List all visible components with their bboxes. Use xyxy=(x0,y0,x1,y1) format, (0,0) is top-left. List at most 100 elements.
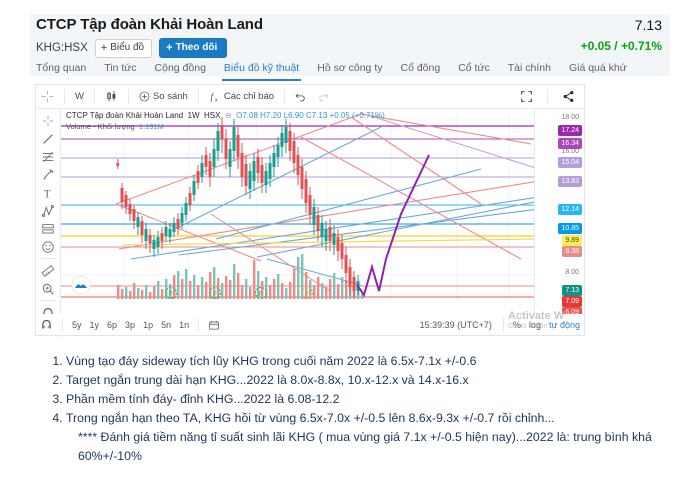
legend-toggle-icon[interactable]: ⊖ xyxy=(224,111,232,120)
trend-line-icon xyxy=(43,133,53,144)
brush-icon xyxy=(43,168,54,180)
chart-legend-volume: Volume - Khối lượng 1.191M xyxy=(66,122,164,131)
toolbar-divider xyxy=(547,89,548,104)
measure-tool[interactable] xyxy=(38,220,59,237)
emoji-icon xyxy=(42,240,54,253)
fib-retracement-icon xyxy=(42,151,54,162)
analysis-item-3: Phần mềm tính đáy- đỉnh KHG...2022 là 6.… xyxy=(66,390,666,409)
zoom-tool[interactable] xyxy=(38,280,59,297)
range-5y[interactable]: 5y xyxy=(72,319,82,330)
toolbar-right-group xyxy=(515,85,580,108)
log-scale-button[interactable]: log xyxy=(528,319,541,330)
analysis-note: **** Đánh giá tiềm năng tỉ suất sinh lãi… xyxy=(78,430,652,463)
volume-label: Volume - Khối lượng xyxy=(66,122,135,131)
follow-button[interactable]: + Theo dõi xyxy=(159,38,228,58)
ruler-tool[interactable] xyxy=(38,262,59,279)
toolbar-divider xyxy=(127,89,129,104)
tab-ho-so-cong-ty[interactable]: Hồ sơ công ty xyxy=(317,62,383,74)
interval-button[interactable]: W xyxy=(75,91,84,102)
compare-label: So sánh xyxy=(152,91,188,102)
svg-text:T: T xyxy=(44,188,51,200)
auto-scale-button[interactable]: tự động xyxy=(548,319,580,330)
plus-icon: + xyxy=(100,41,108,54)
date-range-button[interactable] xyxy=(204,319,224,331)
text-tool[interactable]: T xyxy=(38,184,59,201)
bottom-divider xyxy=(502,317,504,332)
crosshair-icon xyxy=(41,90,54,103)
redo-button[interactable] xyxy=(312,91,334,103)
y-level-10-85: 10.85 xyxy=(558,223,582,234)
range-3p[interactable]: 3p xyxy=(125,319,136,330)
toolbar-divider xyxy=(284,89,286,104)
range-1p[interactable]: 1p xyxy=(143,319,154,330)
pattern-tool[interactable] xyxy=(38,202,59,219)
share-button[interactable] xyxy=(557,90,580,103)
fullscreen-button[interactable] xyxy=(515,90,538,103)
pattern-icon xyxy=(42,204,54,217)
undo-button[interactable] xyxy=(290,91,312,103)
indicators-label: Các chỉ báo xyxy=(223,91,275,102)
analysis-item-2: Target ngắn trung dài hạn KHG...2022 là … xyxy=(66,371,666,390)
ruler-icon xyxy=(41,264,55,277)
follow-label: Theo dõi xyxy=(175,42,218,53)
fullscreen-icon xyxy=(521,91,532,102)
candlestick-icon xyxy=(107,91,116,102)
chart-type-button[interactable] xyxy=(100,90,123,103)
range-6p[interactable]: 6p xyxy=(107,319,118,330)
indicators-button[interactable]: f x Các chỉ báo xyxy=(204,91,279,103)
tab-tai-chinh[interactable]: Tài chính xyxy=(507,62,551,74)
svg-text:x: x xyxy=(215,97,218,103)
toolbar-divider xyxy=(93,89,95,104)
undo-icon xyxy=(295,93,305,101)
svg-text:F: F xyxy=(305,291,309,298)
tab-tin-tuc[interactable]: Tin tức xyxy=(104,62,137,74)
brush-tool[interactable] xyxy=(38,166,59,183)
crosshair-tool-button[interactable] xyxy=(36,90,59,103)
legend-exchange: HSX xyxy=(204,111,221,120)
toolbar-divider xyxy=(64,89,65,104)
legend-open: O7.08 xyxy=(236,111,258,120)
grid-horizontal xyxy=(61,119,535,276)
tools-divider xyxy=(40,300,56,301)
percent-scale-button[interactable]: % xyxy=(512,319,521,330)
chart-plot-area[interactable]: F F F F xyxy=(61,109,535,319)
ticker-row: KHG:HSX + Biểu đồ + Theo dõi xyxy=(36,38,228,58)
trend-line-tool[interactable] xyxy=(38,130,59,147)
bottom-divider xyxy=(198,317,200,332)
emoji-tool[interactable] xyxy=(38,238,59,255)
clock-label: 15:39:39 (UTC+7) xyxy=(419,319,492,330)
svg-text:F: F xyxy=(169,291,173,298)
tab-co-tuc[interactable]: Cổ tức xyxy=(458,62,490,74)
candlesticks xyxy=(116,117,360,297)
analysis-item-4: Trong ngắn hạn theo TA, KHG hồi từ vùng … xyxy=(66,409,666,466)
range-1n[interactable]: 1n xyxy=(179,319,190,330)
tab-tong-quan[interactable]: Tổng quan xyxy=(36,62,87,74)
compare-button[interactable]: So sánh xyxy=(134,91,193,102)
toolbar-divider xyxy=(197,89,199,104)
tab-bieu-do-ky-thuat[interactable]: Biểu đồ kỹ thuật xyxy=(221,60,302,81)
level-lines xyxy=(61,125,535,298)
y-level-13-83: 13.83 xyxy=(558,176,582,187)
range-1y[interactable]: 1y xyxy=(89,319,100,330)
snapshot-button[interactable] xyxy=(36,318,57,331)
legend-change: +0.05 (+0.71%) xyxy=(329,111,385,120)
y-level-9-38: 9.38 xyxy=(562,246,582,257)
idea-badge xyxy=(71,275,91,295)
plot-wrapper: CTCP Tập đoàn Khải Hoàn Land 1W HSX ⊖ O7… xyxy=(61,109,584,337)
analysis-item-1: Vùng tạo đáy sideway tích lũy KHG trong … xyxy=(66,352,666,371)
drawing-tools-sidebar: T xyxy=(36,109,61,337)
magnet-icon xyxy=(42,319,51,329)
range-5n[interactable]: 5n xyxy=(161,319,172,330)
share-icon xyxy=(563,91,574,102)
fib-tool[interactable] xyxy=(38,148,59,165)
current-price: 7.13 xyxy=(634,17,662,33)
crosshair-tool[interactable] xyxy=(38,112,59,129)
tab-gia-qua-khu[interactable]: Giá quá khứ xyxy=(568,62,627,74)
plus-circle-icon xyxy=(139,91,150,102)
tab-co-dong[interactable]: Cổ đông xyxy=(400,62,441,74)
price-scale[interactable]: 18.00 17.24 16.34 16.00 15.04 13.83 12.1… xyxy=(534,109,584,319)
chart-legend-symbol: CTCP Tập đoàn Khải Hoàn Land 1W HSX ⊖ O7… xyxy=(66,111,385,120)
add-chart-button[interactable]: + Biểu đồ xyxy=(94,38,153,58)
tab-cong-dong[interactable]: Cộng đồng xyxy=(154,62,206,74)
